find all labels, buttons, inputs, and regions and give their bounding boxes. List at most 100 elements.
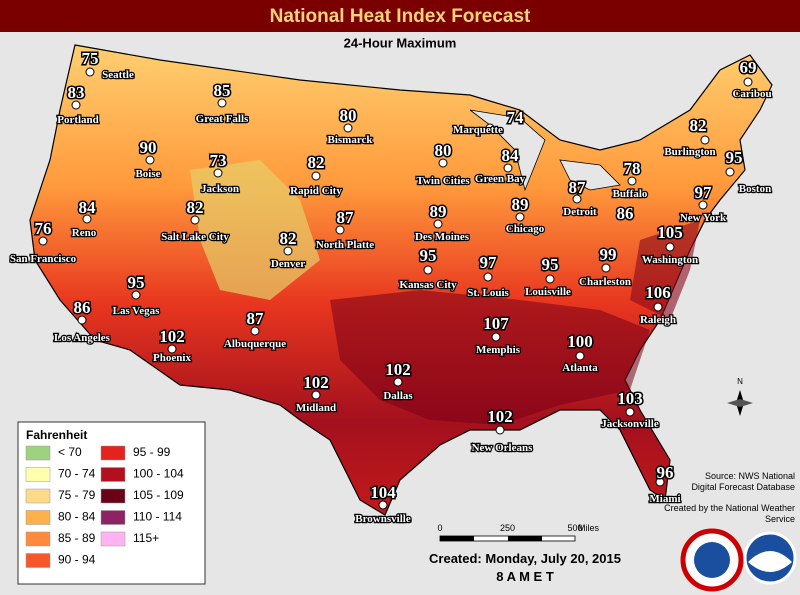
- legend-swatch: [25, 488, 51, 504]
- city-name: Green Bay: [475, 173, 526, 185]
- legend-title: Fahrenheit: [26, 428, 87, 442]
- city-name: Dallas: [383, 390, 413, 402]
- city-value: 76: [35, 219, 52, 238]
- subtitle: 24-Hour Maximum: [344, 35, 457, 50]
- city-dot: [653, 302, 663, 312]
- legend-swatch: [100, 488, 126, 504]
- city-value: 102: [303, 373, 329, 392]
- city-name: Atlanta: [562, 362, 598, 374]
- city-value: 82: [308, 153, 325, 172]
- city-value: 95: [726, 148, 743, 167]
- city-dot: [378, 500, 388, 510]
- city-dot: [575, 351, 585, 361]
- city-name: Denver: [271, 258, 305, 270]
- city-value: 89: [512, 195, 529, 214]
- city-name: Jackson: [201, 183, 239, 195]
- city-dot: [725, 167, 735, 177]
- title: National Heat Index Forecast: [270, 6, 531, 27]
- city-value: 78: [624, 159, 641, 178]
- city-dot: [343, 123, 353, 133]
- city-name: Salt Lake City: [161, 231, 229, 243]
- city-dot: [71, 100, 81, 110]
- city-value: 105: [657, 223, 683, 242]
- city-value: 82: [690, 116, 707, 135]
- city-name: Marquette: [453, 124, 503, 136]
- source: Source: NWS National Digital Forecast Da…: [691, 471, 795, 492]
- city-dot: [665, 242, 675, 252]
- city-value: 106: [645, 283, 671, 302]
- city-dot: [601, 263, 611, 273]
- city-dot: [335, 225, 345, 235]
- city-name: Kansas City: [399, 279, 457, 291]
- city-name: Memphis: [476, 344, 521, 356]
- city-dot: [483, 272, 493, 282]
- city-value: 95: [542, 255, 559, 274]
- city-value: 89: [430, 202, 447, 221]
- city-name: St. Louis: [467, 287, 509, 299]
- city-name: Bismarck: [327, 134, 373, 146]
- city-dot: [625, 407, 635, 417]
- scale-tick-label: 250: [500, 523, 515, 533]
- created-time: 8 A M E T: [496, 569, 554, 584]
- city-value: 87: [247, 309, 265, 328]
- legend-label: 100 - 104: [133, 467, 184, 481]
- city-name: Raleigh: [640, 314, 676, 326]
- scale-tick-label: 0: [437, 523, 442, 533]
- city-name: Portland: [57, 114, 99, 126]
- city-value: 80: [340, 106, 357, 125]
- city-dot: [217, 98, 227, 108]
- city-dot: [311, 171, 321, 181]
- city-value: 95: [128, 273, 145, 292]
- hot-south: [330, 290, 650, 425]
- city-name: Boston: [739, 183, 771, 195]
- city-value: 84: [79, 198, 97, 217]
- city-value: 107: [483, 314, 509, 333]
- legend-label: 95 - 99: [133, 445, 171, 459]
- city-value: 102: [159, 327, 185, 346]
- legend-swatch: [25, 467, 51, 482]
- city-dot: [700, 135, 710, 145]
- city-value: 97: [695, 183, 713, 202]
- legend-label: < 70: [58, 445, 82, 459]
- city-dot: [438, 158, 448, 168]
- city-name: Las Vegas: [113, 305, 160, 317]
- city-value: 95: [420, 246, 437, 265]
- city-dot: [503, 163, 513, 173]
- city-name: Brownsville: [355, 513, 411, 525]
- city-dot: [190, 215, 200, 225]
- city-name: Boise: [135, 168, 160, 180]
- city-name: Los Angeles: [54, 332, 111, 344]
- legend-swatch: [100, 445, 126, 461]
- city-dot: [698, 200, 708, 210]
- city-dot: [433, 219, 443, 229]
- city-value: 87: [337, 208, 355, 227]
- city-value: 90: [140, 138, 157, 157]
- city-name: Buffalo: [613, 188, 648, 200]
- city-name: San Francisco: [10, 253, 77, 265]
- city-dot: [85, 67, 95, 77]
- city-value: 96: [657, 463, 674, 482]
- city-name: Washington: [642, 254, 698, 266]
- city-value: 73: [210, 151, 227, 170]
- title-bar: [0, 0, 800, 32]
- city-value: 69: [740, 58, 757, 77]
- city-dot: [311, 390, 321, 400]
- city-dot: [423, 265, 433, 275]
- city-value: 84: [502, 146, 520, 165]
- city-name: Twin Cities: [416, 175, 470, 187]
- city-dot: [743, 77, 753, 87]
- city-dot: [250, 326, 260, 336]
- city-name: Great Falls: [196, 113, 249, 125]
- city-dot: [485, 123, 495, 133]
- city-name: Reno: [72, 227, 97, 239]
- created-date: Created: Monday, July 20, 2015: [429, 551, 621, 566]
- city-value: 102: [385, 360, 411, 379]
- city-value: 103: [617, 389, 643, 408]
- cool-highlands: [190, 160, 320, 300]
- city-name: Jacksonville: [601, 418, 659, 430]
- legend-label: 110 - 114: [133, 510, 182, 524]
- city-value: 97: [480, 253, 498, 272]
- city-value: 102: [487, 407, 513, 426]
- city-dot: [213, 168, 223, 178]
